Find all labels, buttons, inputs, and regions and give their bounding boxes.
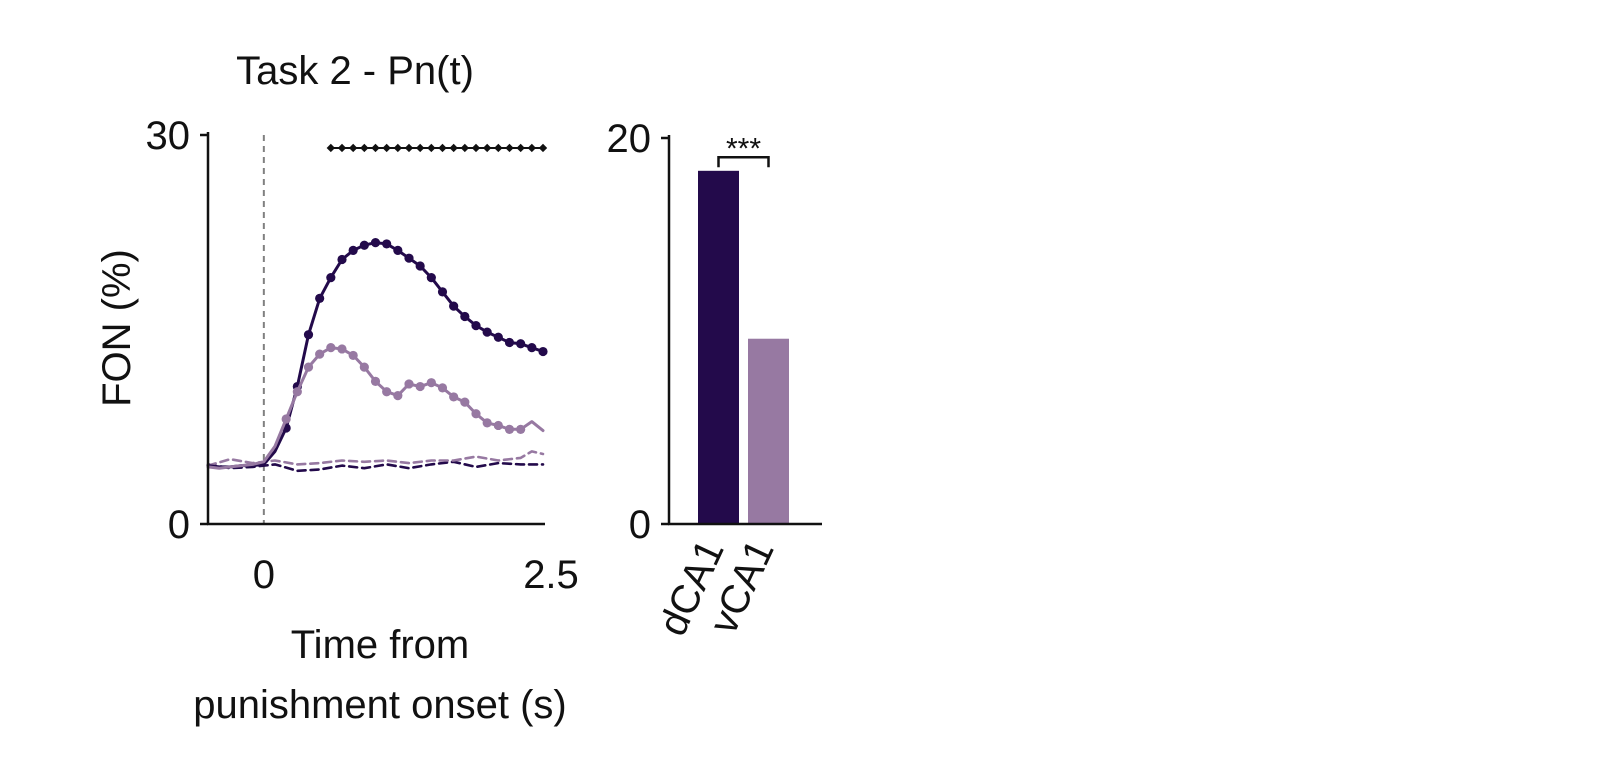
series-1-point <box>460 397 470 407</box>
significance-mark <box>527 143 537 153</box>
series-line-0 <box>206 241 545 469</box>
bar-chart-ticks: 0 20 <box>607 117 669 547</box>
significance-mark <box>460 143 470 153</box>
x-tick-label: 2.5 <box>523 553 579 597</box>
bar-dca1 <box>698 170 739 524</box>
series-0-point <box>504 337 515 348</box>
series-0-point <box>303 330 314 340</box>
series-0-point <box>538 346 548 357</box>
series-0-point <box>516 339 526 349</box>
series-1-point <box>382 387 392 397</box>
series-1-point <box>493 420 503 431</box>
significance-mark <box>382 143 391 153</box>
significance-mark <box>371 143 380 153</box>
series-0-point <box>460 311 470 322</box>
significance-mark <box>438 143 447 153</box>
line-chart-y-axis-label: FON (%) <box>95 249 139 407</box>
x-tick-label: 0 <box>253 553 275 597</box>
series-0-point <box>426 273 436 283</box>
significance-mark <box>326 143 336 153</box>
series-1-point <box>281 414 291 424</box>
series-0-point <box>449 301 459 311</box>
significance-mark <box>538 143 548 153</box>
series-1-point <box>516 424 526 434</box>
significance-mark <box>348 143 358 153</box>
line-chart-plot-area <box>206 135 548 524</box>
series-1-point <box>337 344 347 354</box>
series-0-point <box>527 343 537 353</box>
significance-bracket <box>717 156 770 168</box>
line-chart-x-axis-label-line-1: Time from <box>291 623 470 667</box>
bar-y-tick-label: 20 <box>607 117 652 161</box>
series-1-point <box>449 392 459 402</box>
series-1-point <box>426 378 436 388</box>
series-0-point <box>437 287 448 297</box>
series-1-point <box>393 391 403 401</box>
significance-mark <box>505 143 514 153</box>
line-chart: Task 2 - Pn(t) 0 30 0 2.5 FON (%) Time from… <box>95 49 579 727</box>
line-chart-x-axis-label-line-2: punishment onset (s) <box>193 683 567 727</box>
series-1-point <box>315 349 325 359</box>
series-1-point <box>359 362 369 372</box>
bar-chart-significance: *** <box>717 132 770 168</box>
series-1-point <box>471 409 481 419</box>
series-0-point <box>370 238 381 248</box>
significance-mark <box>404 143 414 153</box>
series-1-point <box>482 418 492 428</box>
y-tick-label: 30 <box>146 114 191 158</box>
bar-vca1 <box>748 338 789 524</box>
series-0-point <box>415 261 425 271</box>
series-1-point <box>404 379 414 389</box>
series-1-point <box>370 376 381 386</box>
series-line-1 <box>206 346 545 470</box>
significance-label: *** <box>726 132 761 165</box>
significance-mark <box>393 143 403 153</box>
significance-mark <box>337 143 347 153</box>
line-chart-title: Task 2 - Pn(t) <box>236 49 474 93</box>
series-0-point <box>393 245 403 256</box>
series-0-point <box>493 332 503 342</box>
line-chart-ticks: 0 30 0 2.5 <box>146 114 579 597</box>
series-1-point <box>504 424 515 434</box>
series-0-point <box>471 321 481 331</box>
significance-mark <box>427 143 436 153</box>
series-0-point <box>315 293 325 303</box>
series-1-point <box>437 383 448 393</box>
significance-mark <box>360 143 369 153</box>
series-1-point <box>303 362 314 372</box>
series-1-point <box>292 387 302 397</box>
significance-mark <box>449 143 458 153</box>
series-1-point <box>326 343 336 353</box>
significance-mark <box>482 143 492 153</box>
y-tick-label: 0 <box>168 503 190 547</box>
significance-mark <box>415 143 425 153</box>
series-0-point <box>348 245 358 256</box>
significance-mark <box>494 143 503 153</box>
series-0-point <box>359 240 369 250</box>
significance-mark <box>516 143 525 153</box>
series-1-point <box>415 381 425 392</box>
series-1-point <box>348 350 358 361</box>
series-0-point <box>337 254 347 265</box>
series-0-point <box>326 273 336 283</box>
significance-mark <box>471 143 481 153</box>
series-0-point <box>382 239 392 249</box>
series-0-point <box>404 253 414 263</box>
series-0-point <box>482 327 492 337</box>
bar-y-tick-label: 0 <box>629 503 651 547</box>
